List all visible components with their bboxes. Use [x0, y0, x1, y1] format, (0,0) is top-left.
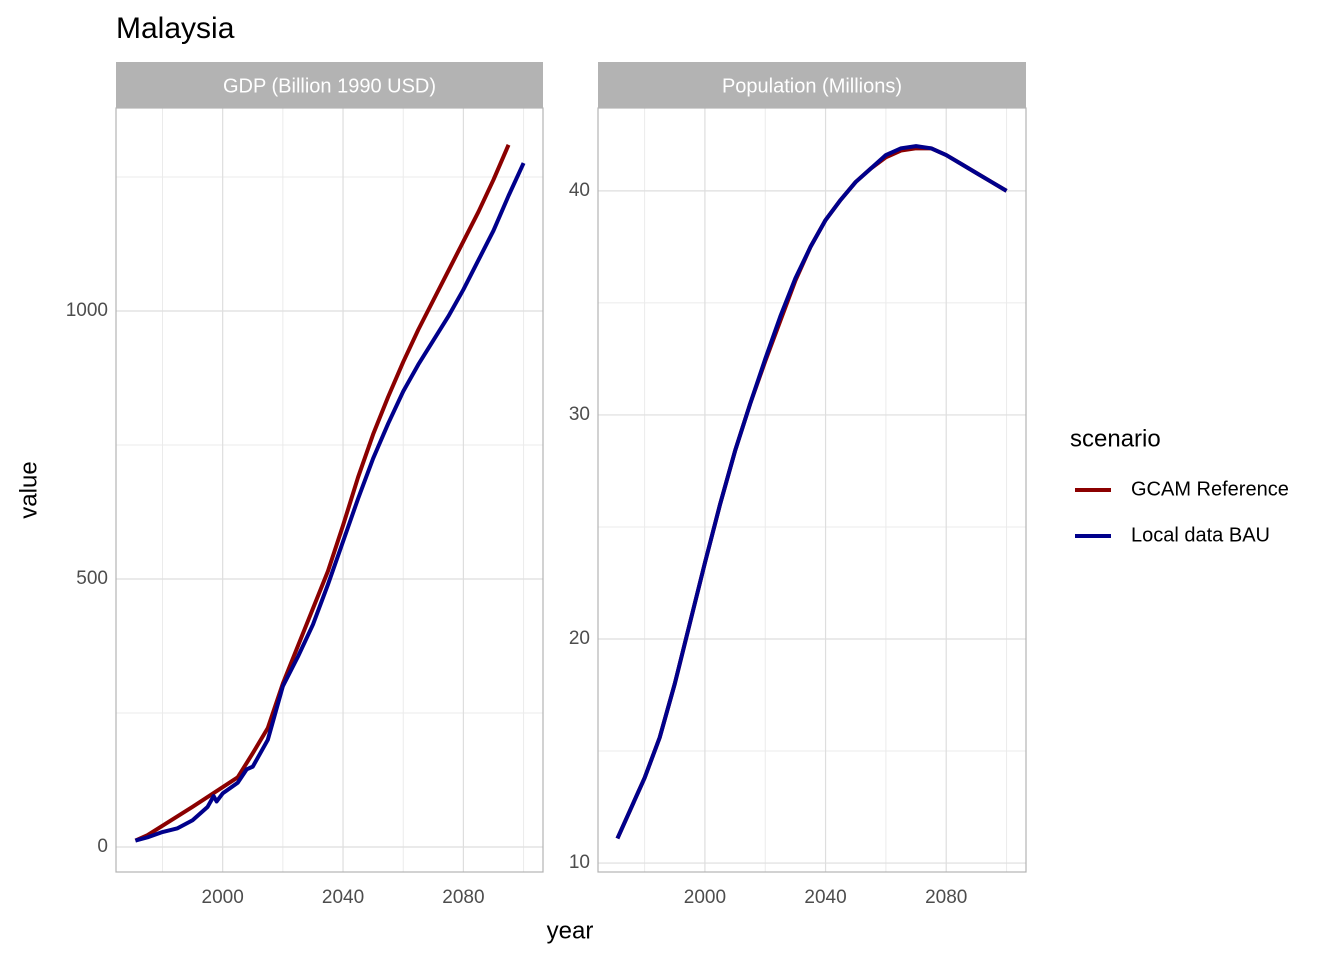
panel-border	[597, 107, 1027, 873]
y-tick-label: 20	[569, 628, 590, 649]
y-tick-label: 40	[569, 180, 590, 201]
x-tick-label: 2000	[202, 887, 244, 908]
legend-label: GCAM Reference	[1131, 478, 1289, 500]
legend-title: scenario	[1070, 425, 1161, 452]
panel-title: Population (Millions)	[722, 75, 902, 97]
chart-title: Malaysia	[116, 12, 235, 45]
x-tick-label: 2040	[322, 887, 364, 908]
series-line	[615, 146, 1008, 840]
y-tick-label: 10	[569, 852, 590, 873]
panel-title: GDP (Billion 1990 USD)	[223, 75, 436, 97]
y-tick-label: 0	[97, 836, 108, 857]
y-tick-label: 500	[76, 568, 108, 589]
x-tick-label: 2040	[804, 887, 846, 908]
legend-label: Local data BAU	[1131, 524, 1270, 546]
x-tick-label: 2080	[925, 887, 967, 908]
y-tick-label: 1000	[66, 300, 108, 321]
y-tick-label: 30	[569, 404, 590, 425]
series-line	[615, 144, 1008, 840]
x-tick-label: 2080	[442, 887, 484, 908]
series-line	[134, 162, 526, 843]
strip	[116, 62, 543, 108]
y-axis-label: value	[15, 461, 42, 518]
strip	[598, 62, 1026, 108]
panel-border	[115, 107, 544, 873]
series-line	[134, 144, 511, 843]
x-tick-label: 2000	[684, 887, 726, 908]
x-axis-label: year	[547, 917, 594, 944]
